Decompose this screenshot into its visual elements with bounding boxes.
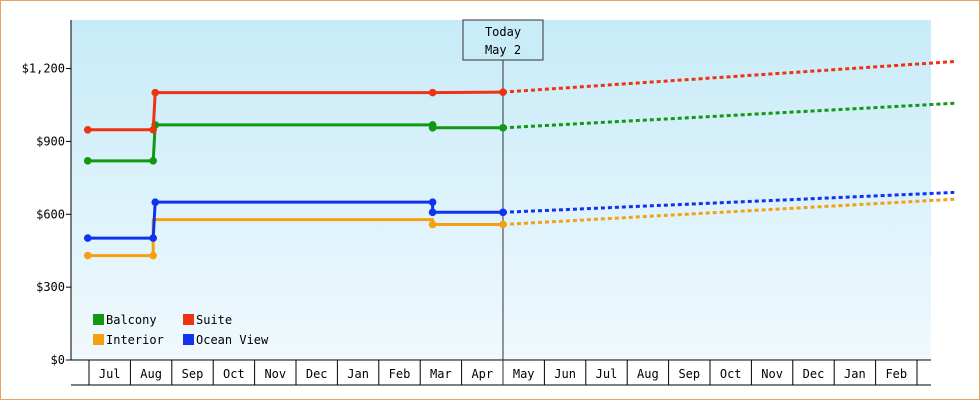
forecast-line-balcony: [502, 101, 955, 130]
today-label: Today: [485, 25, 521, 39]
data-point-ocean-view: [499, 208, 507, 217]
month-label: Jul: [99, 367, 121, 381]
data-point-balcony: [83, 157, 92, 165]
today-marker: Today May 2: [462, 19, 544, 385]
month-label: May: [513, 367, 535, 381]
data-point-suite: [428, 88, 437, 97]
data-point-suite: [499, 88, 507, 96]
data-point-balcony: [499, 124, 507, 132]
data-point-suite: [151, 88, 160, 97]
y-tick-label: $300: [36, 280, 65, 294]
data-point-ocean-view: [83, 234, 92, 242]
y-axis: $0 $300 $600 $900 $1,200: [22, 20, 72, 367]
x-axis: Jul Aug Sep Oct Nov Dec Jan Feb Mar Apr May Jun Jul A…: [71, 359, 931, 386]
data-point-balcony: [149, 157, 157, 165]
y-tick-label: $600: [36, 207, 65, 221]
month-label: Jan: [844, 367, 866, 381]
y-tick-label: $900: [36, 134, 65, 148]
data-point-ocean-view: [428, 198, 437, 206]
data-point-interior: [499, 220, 507, 229]
month-label: Mar: [430, 367, 452, 381]
forecast-line-suite: [502, 60, 955, 94]
legend-label-suite: Suite: [196, 313, 232, 327]
data-point-interior: [83, 251, 92, 260]
forecast-line-interior: [502, 197, 955, 226]
series-group: [83, 60, 955, 260]
legend-label-ocean-view: Ocean View: [196, 333, 269, 347]
month-label: Dec: [803, 367, 825, 381]
month-label: Jun: [554, 367, 576, 381]
y-tick-label: $0: [51, 353, 65, 367]
data-point-balcony: [428, 124, 437, 132]
today-date: May 2: [485, 43, 521, 57]
month-label: Feb: [389, 367, 411, 381]
data-point-suite: [83, 125, 92, 134]
data-point-ocean-view: [149, 234, 157, 242]
data-point-interior: [428, 220, 437, 229]
today-box: [462, 19, 544, 61]
month-label: Nov: [761, 367, 783, 381]
legend-swatch-balcony: [93, 314, 104, 325]
legend-swatch-ocean-view: [183, 334, 194, 345]
month-label: Sep: [678, 367, 700, 381]
legend-label-balcony: Balcony: [106, 313, 157, 327]
data-point-ocean-view: [428, 208, 437, 217]
plot-background: [71, 20, 931, 360]
data-point-interior: [149, 251, 157, 260]
month-label: Feb: [885, 367, 907, 381]
month-label: Oct: [720, 367, 742, 381]
month-label: Dec: [306, 367, 328, 381]
data-point-ocean-view: [151, 198, 160, 206]
series-line-interior: [87, 218, 503, 258]
month-label: Jul: [596, 367, 618, 381]
legend-swatch-interior: [93, 334, 104, 345]
series-line-ocean-view: [87, 200, 503, 240]
month-label: Jan: [347, 367, 369, 381]
month-label: Nov: [264, 367, 286, 381]
month-label: Oct: [223, 367, 245, 381]
month-label: Apr: [471, 367, 493, 381]
legend-swatch-suite: [183, 314, 194, 325]
legend-label-interior: Interior: [106, 333, 164, 347]
series-line-balcony: [87, 123, 503, 163]
month-label: Aug: [637, 367, 659, 381]
legend: Balcony Suite Interior Ocean View: [93, 313, 269, 347]
forecast-line-ocean-view: [502, 190, 955, 214]
month-label: Aug: [140, 367, 162, 381]
y-tick-label: $1,200: [22, 62, 65, 76]
month-label: Sep: [182, 367, 204, 381]
data-point-suite: [149, 125, 157, 134]
